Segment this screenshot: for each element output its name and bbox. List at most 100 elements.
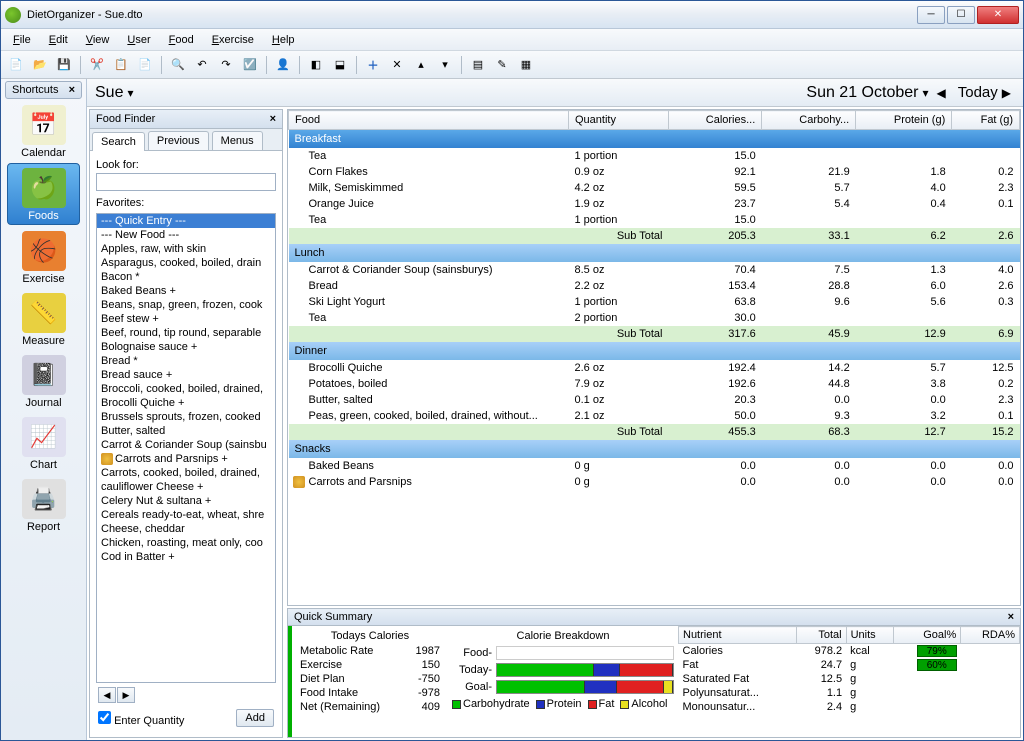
favorite-item[interactable]: Cereals ready-to-eat, wheat, shre xyxy=(97,508,275,522)
food-row[interactable]: Brocolli Quiche2.6 oz192.414.25.712.5 xyxy=(289,360,1020,376)
user-name[interactable]: Sue xyxy=(95,84,123,102)
search-icon[interactable]: 🔍 xyxy=(167,54,189,76)
shortcut-exercise[interactable]: 🏀Exercise xyxy=(7,227,80,287)
column-header[interactable]: Calories... xyxy=(669,111,762,130)
titlebar[interactable]: DietOrganizer - Sue.dto ─ ☐ ✕ xyxy=(1,1,1023,29)
menu-edit[interactable]: Edit xyxy=(41,32,76,48)
column-header[interactable]: Protein (g) xyxy=(856,111,952,130)
minimize-button[interactable]: ─ xyxy=(917,6,945,24)
column-header[interactable]: Fat (g) xyxy=(952,111,1020,130)
redo-icon[interactable]: ↷ xyxy=(215,54,237,76)
food-row[interactable]: Baked Beans0 g0.00.00.00.0 xyxy=(289,458,1020,474)
down-icon[interactable]: ▾ xyxy=(434,54,456,76)
favorite-item[interactable]: Brocolli Quiche + xyxy=(97,396,275,410)
delete-icon[interactable]: ✕ xyxy=(386,54,408,76)
favorite-item[interactable]: Bacon * xyxy=(97,270,275,284)
favorite-item[interactable]: Brussels sprouts, frozen, cooked xyxy=(97,410,275,424)
favorite-item[interactable]: Broccoli, cooked, boiled, drained, xyxy=(97,382,275,396)
meal-header[interactable]: Snacks xyxy=(289,440,1020,458)
food-row[interactable]: Butter, salted0.1 oz20.30.00.02.3 xyxy=(289,392,1020,408)
maximize-button[interactable]: ☐ xyxy=(947,6,975,24)
fav-next-button[interactable]: ▶ xyxy=(117,687,135,703)
favorite-item[interactable]: Asparagus, cooked, boiled, drain xyxy=(97,256,275,270)
food-row[interactable]: Tea2 portion30.0 xyxy=(289,310,1020,326)
food-row[interactable]: Bread2.2 oz153.428.86.02.6 xyxy=(289,278,1020,294)
food-row[interactable]: Tea1 portion15.0 xyxy=(289,212,1020,228)
favorite-item[interactable]: Celery Nut & sultana + xyxy=(97,494,275,508)
food-row[interactable]: Corn Flakes0.9 oz92.121.91.80.2 xyxy=(289,164,1020,180)
shortcut-measure[interactable]: 📏Measure xyxy=(7,289,80,349)
tab-search[interactable]: Search xyxy=(92,132,145,151)
cut-icon[interactable]: ✂️ xyxy=(86,54,108,76)
food-row[interactable]: Tea1 portion15.0 xyxy=(289,148,1020,164)
favorite-item[interactable]: Carrots, cooked, boiled, drained, xyxy=(97,466,275,480)
tab-menus[interactable]: Menus xyxy=(212,131,263,150)
form-icon[interactable]: ▦ xyxy=(515,54,537,76)
column-header[interactable]: Food xyxy=(289,111,569,130)
favorite-item[interactable]: Beef, round, tip round, separable xyxy=(97,326,275,340)
menu-exercise[interactable]: Exercise xyxy=(204,32,262,48)
favorite-item[interactable]: --- New Food --- xyxy=(97,228,275,242)
tab-previous[interactable]: Previous xyxy=(148,131,209,150)
panel-left-icon[interactable]: ◧ xyxy=(305,54,327,76)
favorite-item[interactable]: Beef stew + xyxy=(97,312,275,326)
food-row[interactable]: Carrot & Coriander Soup (sainsburys)8.5 … xyxy=(289,262,1020,278)
shortcut-calendar[interactable]: 📅Calendar xyxy=(7,101,80,161)
favorite-item[interactable]: cauliflower Cheese + xyxy=(97,480,275,494)
paste-icon[interactable]: 📄 xyxy=(134,54,156,76)
favorite-item[interactable]: Bread sauce + xyxy=(97,368,275,382)
date-prev-icon[interactable]: ◀ xyxy=(933,86,950,100)
date-next-icon[interactable]: ▶ xyxy=(998,86,1015,100)
shortcut-journal[interactable]: 📓Journal xyxy=(7,351,80,411)
close-button[interactable]: ✕ xyxy=(977,6,1019,24)
summary-close-icon[interactable]: × xyxy=(1008,611,1014,623)
new-icon[interactable]: 📄 xyxy=(5,54,27,76)
favorite-item[interactable]: Carrots and Parsnips + xyxy=(97,452,275,466)
date-dropdown-icon[interactable]: ▾ xyxy=(918,86,932,100)
today-button[interactable]: Today xyxy=(958,84,998,101)
list-icon[interactable]: ▤ xyxy=(467,54,489,76)
meal-header[interactable]: Dinner xyxy=(289,342,1020,360)
name-dropdown-icon[interactable]: ▾ xyxy=(123,86,137,100)
favorite-item[interactable]: Bolognaise sauce + xyxy=(97,340,275,354)
menu-view[interactable]: View xyxy=(78,32,118,48)
look-for-input[interactable] xyxy=(96,173,276,191)
save-icon[interactable]: 💾 xyxy=(53,54,75,76)
shortcut-chart[interactable]: 📈Chart xyxy=(7,413,80,473)
fav-prev-button[interactable]: ◀ xyxy=(98,687,116,703)
undo-icon[interactable]: ↶ xyxy=(191,54,213,76)
menu-food[interactable]: Food xyxy=(161,32,202,48)
meal-header[interactable]: Lunch xyxy=(289,244,1020,262)
open-icon[interactable]: 📂 xyxy=(29,54,51,76)
food-row[interactable]: Peas, green, cooked, boiled, drained, wi… xyxy=(289,408,1020,424)
favorites-list[interactable]: --- Quick Entry ------ New Food ---Apple… xyxy=(96,213,276,683)
panel-bottom-icon[interactable]: ⬓ xyxy=(329,54,351,76)
food-row[interactable]: Carrots and Parsnips0 g0.00.00.00.0 xyxy=(289,474,1020,490)
shortcut-foods[interactable]: 🍏Foods xyxy=(7,163,80,225)
column-header[interactable]: Quantity xyxy=(569,111,669,130)
check-icon[interactable]: ☑️ xyxy=(239,54,261,76)
column-header[interactable]: Carbohy... xyxy=(762,111,856,130)
food-row[interactable]: Orange Juice1.9 oz23.75.40.40.1 xyxy=(289,196,1020,212)
favorite-item[interactable]: Carrot & Coriander Soup (sainsbu xyxy=(97,438,275,452)
enter-quantity-checkbox[interactable]: Enter Quantity xyxy=(98,711,184,727)
favorite-item[interactable]: Bread * xyxy=(97,354,275,368)
up-icon[interactable]: ▴ xyxy=(410,54,432,76)
user-icon[interactable]: 👤 xyxy=(272,54,294,76)
favorite-item[interactable]: Butter, salted xyxy=(97,424,275,438)
food-finder-close-icon[interactable]: × xyxy=(270,113,276,125)
food-row[interactable]: Potatoes, boiled7.9 oz192.644.83.80.2 xyxy=(289,376,1020,392)
favorite-item[interactable]: Apples, raw, with skin xyxy=(97,242,275,256)
copy-icon[interactable]: 📋 xyxy=(110,54,132,76)
food-row[interactable]: Milk, Semiskimmed4.2 oz59.55.74.02.3 xyxy=(289,180,1020,196)
favorite-item[interactable]: Cheese, cheddar xyxy=(97,522,275,536)
menu-help[interactable]: Help xyxy=(264,32,303,48)
favorite-item[interactable]: --- Quick Entry --- xyxy=(97,214,275,228)
add-icon[interactable]: ＋ xyxy=(362,54,384,76)
meal-header[interactable]: Breakfast xyxy=(289,130,1020,149)
shortcuts-close-icon[interactable]: × xyxy=(69,84,75,96)
menu-user[interactable]: User xyxy=(119,32,158,48)
favorite-item[interactable]: Beans, snap, green, frozen, cook xyxy=(97,298,275,312)
food-row[interactable]: Ski Light Yogurt1 portion63.89.65.60.3 xyxy=(289,294,1020,310)
favorite-item[interactable]: Cod in Batter + xyxy=(97,550,275,564)
